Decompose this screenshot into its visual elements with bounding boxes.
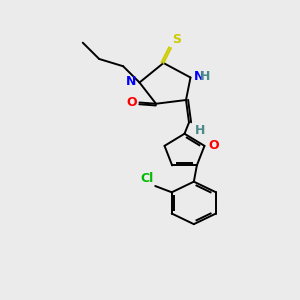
Text: O: O <box>208 139 219 152</box>
Text: H: H <box>200 70 211 83</box>
Text: O: O <box>127 96 137 109</box>
Text: S: S <box>172 33 182 46</box>
Text: H: H <box>194 124 205 137</box>
Text: N: N <box>194 70 204 83</box>
Text: N: N <box>126 75 136 88</box>
Text: Cl: Cl <box>140 172 154 185</box>
